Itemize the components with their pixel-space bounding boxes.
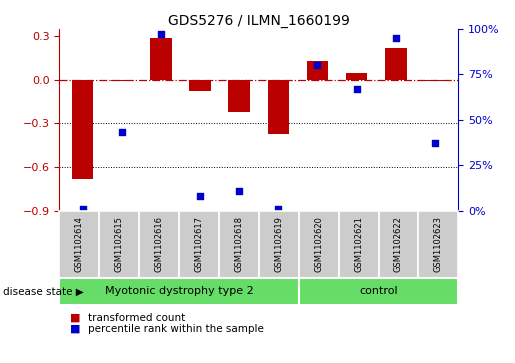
Point [157, 32, 165, 37]
Text: disease state ▶: disease state ▶ [3, 286, 83, 296]
Point [196, 193, 204, 199]
Point [313, 62, 321, 68]
Text: GSM1102614: GSM1102614 [75, 216, 83, 272]
Text: ■: ■ [70, 313, 80, 323]
Text: ■: ■ [70, 323, 80, 334]
Text: GSM1102622: GSM1102622 [394, 216, 403, 272]
Point [431, 140, 439, 146]
Text: GSM1102623: GSM1102623 [434, 216, 443, 272]
Bar [190, 80, 211, 91]
Text: control: control [359, 286, 398, 296]
Text: GSM1102618: GSM1102618 [234, 216, 243, 272]
Bar [150, 38, 171, 80]
Text: GSM1102617: GSM1102617 [195, 216, 203, 272]
Bar [385, 48, 406, 80]
Text: GSM1102619: GSM1102619 [274, 216, 283, 272]
Point [79, 206, 87, 212]
Bar [229, 80, 250, 112]
Point [235, 188, 244, 193]
Text: percentile rank within the sample: percentile rank within the sample [88, 323, 264, 334]
Point [352, 86, 360, 92]
Text: GSM1102615: GSM1102615 [115, 216, 124, 272]
Bar [307, 61, 328, 80]
Point [391, 35, 400, 41]
Bar [346, 73, 367, 80]
Point [118, 130, 126, 135]
Text: GSM1102620: GSM1102620 [314, 216, 323, 272]
Point [274, 206, 282, 212]
Bar [111, 80, 132, 81]
Text: GSM1102616: GSM1102616 [154, 216, 163, 272]
Text: Myotonic dystrophy type 2: Myotonic dystrophy type 2 [105, 286, 253, 296]
Text: transformed count: transformed count [88, 313, 185, 323]
Bar [268, 80, 289, 134]
Title: GDS5276 / ILMN_1660199: GDS5276 / ILMN_1660199 [168, 14, 350, 28]
Bar [424, 80, 445, 81]
Bar [72, 80, 93, 179]
Text: GSM1102621: GSM1102621 [354, 216, 363, 272]
